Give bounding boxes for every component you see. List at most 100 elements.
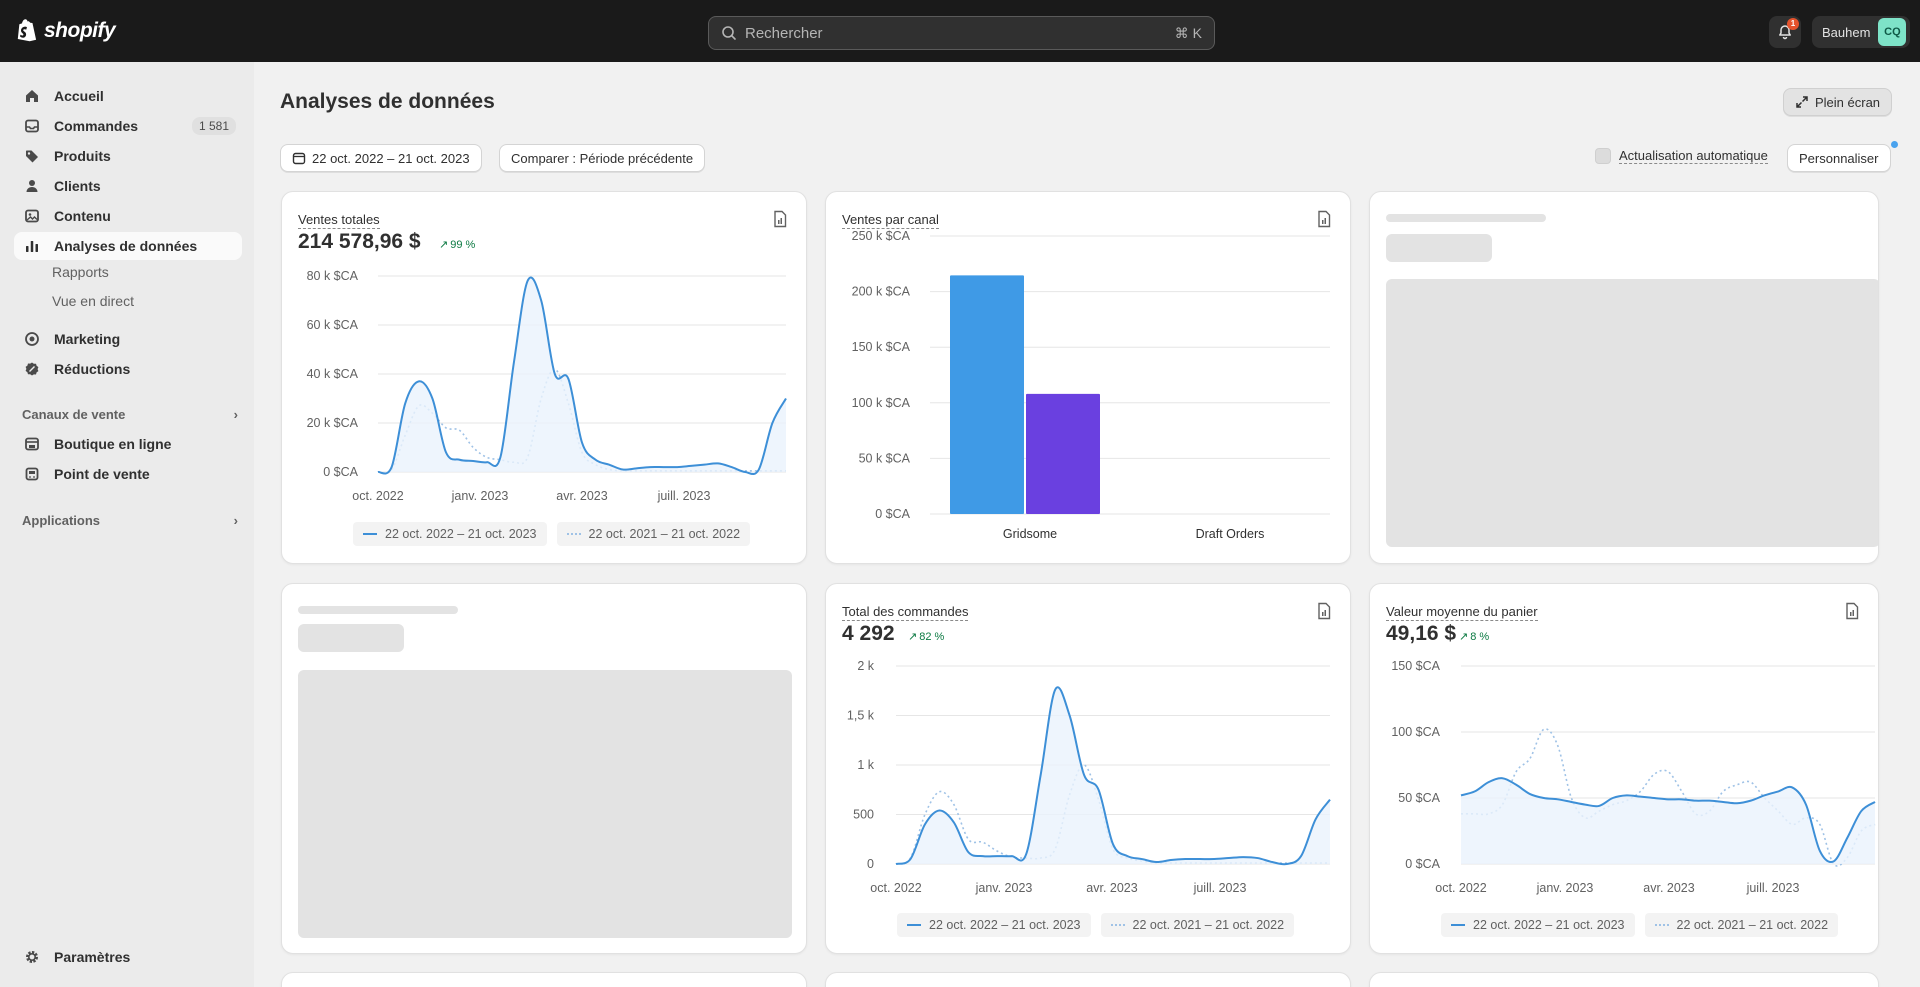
sidebar-item-accueil[interactable]: Accueil <box>14 82 242 110</box>
y-tick-label: 0 <box>867 857 874 871</box>
fullscreen-button[interactable]: Plein écran <box>1783 88 1893 116</box>
card-total-orders: Total des commandes 4 292 ↗ 82 % 0 500 1 k 1… <box>825 583 1351 954</box>
y-tick-label: 200 k $CA <box>852 285 911 299</box>
skeleton-title <box>1386 214 1546 222</box>
skeleton-chart <box>298 670 792 938</box>
x-category-label: Draft Orders <box>1196 527 1265 541</box>
total-orders-line-chart: 0 500 1 k 1,5 k 2 k oct. 2022 janv. 2023 avr. 2… <box>847 659 1331 895</box>
customize-button[interactable]: Personnaliser <box>1787 144 1891 172</box>
bar <box>950 275 1024 514</box>
x-tick-label: avr. 2023 <box>1086 881 1137 895</box>
card-next-row <box>1369 972 1879 987</box>
y-tick-label: 60 k $CA <box>307 318 359 332</box>
customize-indicator-dot <box>1891 141 1898 148</box>
export-icon[interactable] <box>772 210 788 228</box>
sidebar-item-clients[interactable]: Clients <box>14 172 242 200</box>
user-menu[interactable]: Bauhem CQ <box>1812 16 1911 48</box>
skeleton-value <box>298 624 404 652</box>
legend-solid-swatch <box>1451 924 1465 926</box>
sidebar-item-label: Point de vente <box>54 466 150 482</box>
y-tick-label: 0 $CA <box>875 507 910 521</box>
legend-current[interactable]: 22 oct. 2022 – 21 oct. 2023 <box>353 522 547 546</box>
chart-icon <box>24 238 40 254</box>
date-range-picker[interactable]: 22 oct. 2022 – 21 oct. 2023 <box>280 144 482 172</box>
legend-label: 22 oct. 2022 – 21 oct. 2023 <box>385 527 537 541</box>
sidebar-item-produits[interactable]: Produits <box>14 142 242 170</box>
arrow-up-right-icon: ↗ <box>1459 631 1469 643</box>
trend-badge: ↗ 82 % <box>908 630 945 644</box>
sidebar-subitem-vue-en-direct[interactable]: Vue en direct <box>52 293 134 309</box>
shopify-logo[interactable]: shopify <box>16 18 116 44</box>
export-icon[interactable] <box>1844 602 1860 620</box>
sidebar-subitem-rapports[interactable]: Rapports <box>52 264 109 280</box>
legend-previous[interactable]: 22 oct. 2021 – 21 oct. 2022 <box>1100 913 1295 937</box>
sidebar-item-label: Commandes <box>54 118 139 134</box>
search-placeholder: Rechercher <box>745 24 823 42</box>
card-title[interactable]: Ventes par canal <box>842 212 939 229</box>
sidebar-item-label: Clients <box>54 178 101 194</box>
skeleton-title <box>298 606 458 614</box>
store-name: Bauhem <box>1822 24 1871 40</box>
legend-dotted-swatch <box>1654 924 1669 926</box>
sidebar-item-online-store[interactable]: Boutique en ligne <box>14 430 242 458</box>
auto-refresh-toggle[interactable]: Actualisation automatique <box>1595 148 1768 164</box>
x-tick-label: avr. 2023 <box>556 489 607 503</box>
legend-current[interactable]: 22 oct. 2022 – 21 oct. 2023 <box>897 913 1091 937</box>
compare-button[interactable]: Comparer : Période précédente <box>499 144 706 172</box>
trend-value: 82 % <box>919 630 945 643</box>
card-next-row <box>825 972 1351 987</box>
pos-icon <box>24 466 40 482</box>
sidebar-item-settings[interactable]: Paramètres <box>14 943 242 971</box>
legend-solid-swatch <box>363 533 377 535</box>
sidebar-item-pos[interactable]: Point de vente <box>14 460 242 488</box>
sidebar-item-analyses[interactable]: Analyses de données <box>14 232 242 260</box>
compare-label: Comparer : Période précédente <box>511 150 694 166</box>
x-tick-label: oct. 2022 <box>870 881 921 895</box>
auto-refresh-checkbox[interactable] <box>1595 148 1611 164</box>
sidebar-item-commandes[interactable]: Commandes 1 581 <box>14 112 242 140</box>
fullscreen-label: Plein écran <box>1815 94 1881 110</box>
y-tick-label: 50 $CA <box>1398 791 1440 805</box>
y-tick-label: 50 k $CA <box>859 451 911 465</box>
skeleton-value <box>1386 234 1492 262</box>
sidebar-item-label: Contenu <box>54 208 111 224</box>
card-title[interactable]: Ventes totales <box>298 212 380 229</box>
notifications-button[interactable]: 1 <box>1769 16 1801 48</box>
legend-previous[interactable]: 22 oct. 2021 – 21 oct. 2022 <box>556 522 751 546</box>
page-title: Analyses de données <box>280 90 495 113</box>
y-tick-label: 80 k $CA <box>307 269 359 283</box>
export-icon[interactable] <box>1316 602 1332 620</box>
y-tick-label: 1 k <box>857 758 874 772</box>
legend-label: 22 oct. 2021 – 21 oct. 2022 <box>1676 918 1829 932</box>
tag-icon <box>24 148 40 164</box>
chevron-right-icon: › <box>233 407 238 422</box>
card-value: 214 578,96 $ <box>298 230 421 253</box>
expand-icon <box>1796 96 1808 108</box>
sidebar-item-label: Analyses de données <box>54 238 198 254</box>
y-tick-label: 150 $CA <box>1391 659 1440 673</box>
x-tick-label: juill. 2023 <box>1193 881 1247 895</box>
y-tick-label: 0 $CA <box>1405 857 1440 871</box>
section-applications[interactable]: Applications › <box>22 513 238 528</box>
card-avg-cart-value: Valeur moyenne du panier 49,16 $ ↗ 8 % 0 … <box>1369 583 1879 954</box>
x-tick-label: juill. 2023 <box>1746 881 1800 895</box>
sidebar-item-marketing[interactable]: Marketing <box>14 325 242 353</box>
search-shortcut: ⌘ K <box>1174 24 1202 41</box>
section-sales-channels[interactable]: Canaux de vente › <box>22 407 238 422</box>
chart-legend: 22 oct. 2022 – 21 oct. 2023 22 oct. 2021… <box>1441 913 1839 937</box>
sidebar-item-reductions[interactable]: Réductions <box>14 355 242 383</box>
x-category-label: Gridsome <box>1003 527 1057 541</box>
content-icon <box>24 208 40 224</box>
card-title[interactable]: Valeur moyenne du panier <box>1386 604 1538 621</box>
trend-badge: ↗ 99 % <box>439 238 475 252</box>
legend-current[interactable]: 22 oct. 2022 – 21 oct. 2023 <box>1441 913 1635 937</box>
export-icon[interactable] <box>1316 210 1332 228</box>
series-line-current <box>895 686 1331 866</box>
x-tick-label: janv. 2023 <box>975 881 1033 895</box>
card-title[interactable]: Total des commandes <box>842 604 969 621</box>
sidebar-item-contenu[interactable]: Contenu <box>14 202 242 230</box>
legend-previous[interactable]: 22 oct. 2021 – 21 oct. 2022 <box>1644 913 1839 937</box>
section-label: Applications <box>22 513 101 528</box>
trend-badge: ↗ 8 % <box>1459 630 1489 644</box>
search-bar[interactable]: Rechercher ⌘ K <box>708 16 1215 50</box>
